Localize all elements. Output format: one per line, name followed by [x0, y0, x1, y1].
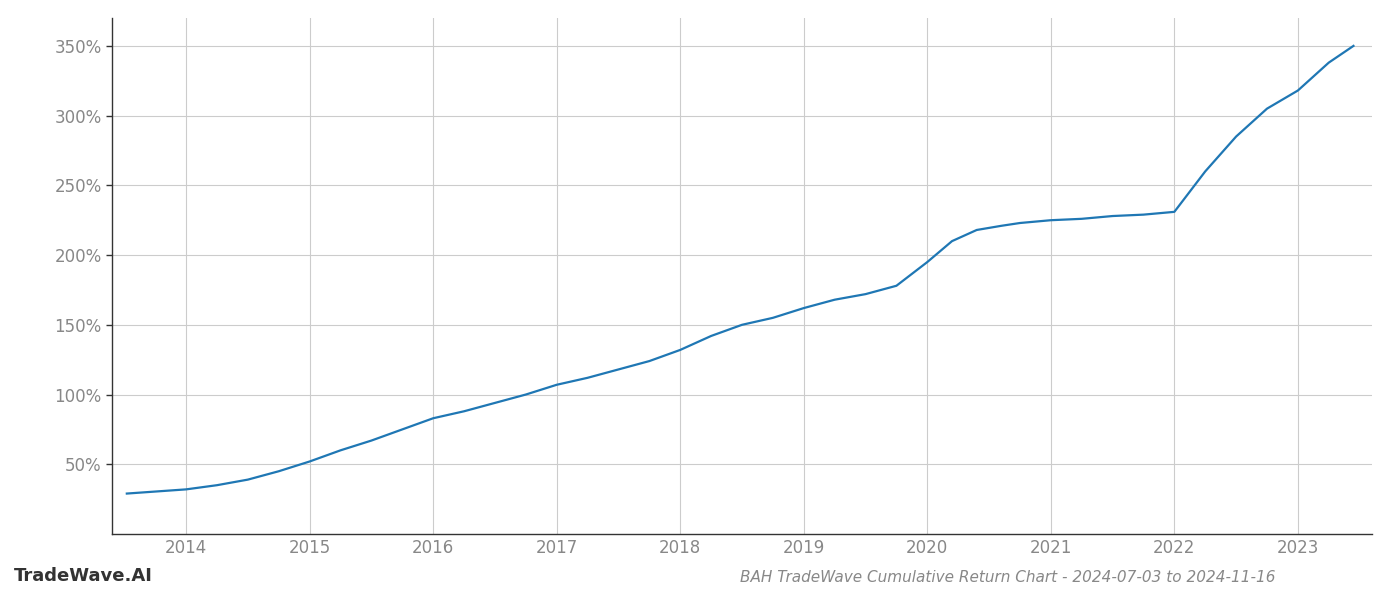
Text: TradeWave.AI: TradeWave.AI [14, 567, 153, 585]
Text: BAH TradeWave Cumulative Return Chart - 2024-07-03 to 2024-11-16: BAH TradeWave Cumulative Return Chart - … [741, 570, 1275, 585]
